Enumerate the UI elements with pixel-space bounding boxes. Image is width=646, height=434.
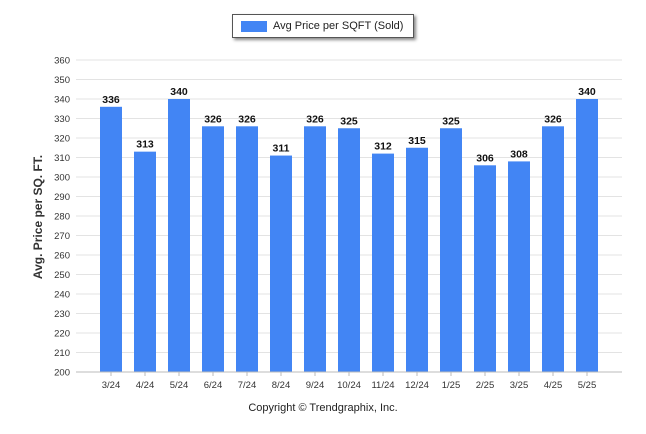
bar-4/24[interactable]: [134, 151, 156, 372]
x-tick-label: 11/24: [371, 380, 394, 391]
y-tick-label: 240: [54, 290, 70, 301]
y-tick-label: 200: [54, 368, 70, 379]
bar-3/25[interactable]: [508, 161, 530, 372]
bars: [100, 99, 598, 373]
x-tick-label: 12/24: [405, 380, 429, 391]
y-tick-label: 280: [54, 212, 70, 223]
bar-2/25[interactable]: [474, 165, 496, 372]
value-label: 326: [306, 113, 324, 125]
value-label: 340: [578, 86, 596, 98]
x-tick-label: 10/24: [337, 380, 361, 391]
y-tick-label: 260: [54, 251, 70, 262]
value-label: 313: [136, 139, 154, 151]
bar-4/25[interactable]: [542, 126, 564, 372]
y-tick-label: 250: [54, 270, 70, 281]
bar-10/24[interactable]: [338, 128, 360, 372]
value-label: 315: [408, 135, 426, 147]
x-tick-label: 1/25: [442, 380, 461, 391]
value-labels: 336 313 340 326 326 311 326 325 312 315 325 306 308 3…: [102, 86, 596, 164]
bar-1/25[interactable]: [440, 128, 462, 372]
y-axis-ticks: 200 210 220 230 240 250 260 270 280 290 300 310 320 3…: [54, 56, 70, 379]
bar-12/24[interactable]: [406, 147, 428, 372]
x-tick-label: 5/24: [170, 380, 189, 391]
x-tick-label: 4/24: [136, 380, 155, 391]
legend-swatch: [241, 20, 267, 32]
x-tick-label: 7/24: [238, 380, 257, 391]
copyright-text: Copyright © Trendgraphix, Inc.: [248, 402, 398, 414]
value-label: 308: [510, 148, 528, 160]
y-tick-label: 290: [54, 192, 70, 203]
y-tick-label: 270: [54, 231, 70, 242]
y-tick-label: 320: [54, 134, 70, 145]
x-tick-label: 6/24: [204, 380, 223, 391]
x-axis-ticks: 3/24 4/24 5/24 6/24 7/24 8/24 9/24 10/24 11/24 12…: [102, 372, 597, 391]
x-tick-label: 3/24: [102, 380, 121, 391]
x-tick-label: 3/25: [510, 380, 529, 391]
y-tick-label: 310: [54, 153, 70, 164]
value-label: 326: [204, 113, 222, 125]
bar-9/24[interactable]: [304, 126, 326, 372]
value-label: 340: [170, 86, 188, 98]
bar-6/24[interactable]: [202, 126, 224, 372]
y-tick-label: 210: [54, 348, 70, 359]
legend[interactable]: Avg Price per SQFT (Sold): [232, 14, 414, 38]
value-label: 325: [442, 115, 460, 127]
value-label: 312: [374, 141, 392, 153]
y-tick-label: 350: [54, 75, 70, 86]
value-label: 336: [102, 94, 120, 106]
bar-5/25[interactable]: [576, 99, 598, 372]
bar-8/24[interactable]: [270, 155, 292, 372]
x-tick-label: 8/24: [272, 380, 291, 391]
y-tick-label: 360: [54, 56, 70, 67]
value-label: 306: [476, 152, 494, 164]
y-tick-label: 340: [54, 95, 70, 106]
bar-3/24[interactable]: [100, 106, 122, 373]
value-label: 326: [544, 113, 562, 125]
x-tick-label: 9/24: [306, 380, 325, 391]
value-label: 325: [340, 115, 358, 127]
value-label: 326: [238, 113, 256, 125]
y-axis-label: Avg. Price per SQ. FT.: [31, 154, 45, 280]
bar-5/24[interactable]: [168, 99, 190, 372]
x-tick-label: 2/25: [476, 380, 495, 391]
x-tick-label: 4/25: [544, 380, 563, 391]
bar-11/24[interactable]: [372, 153, 394, 372]
y-tick-label: 220: [54, 329, 70, 340]
y-tick-label: 230: [54, 309, 70, 320]
y-tick-label: 330: [54, 114, 70, 125]
x-tick-label: 5/25: [578, 380, 597, 391]
bar-7/24[interactable]: [236, 126, 258, 372]
y-tick-label: 300: [54, 173, 70, 184]
value-label: 311: [273, 143, 290, 155]
legend-label: Avg Price per SQFT (Sold): [273, 20, 404, 32]
